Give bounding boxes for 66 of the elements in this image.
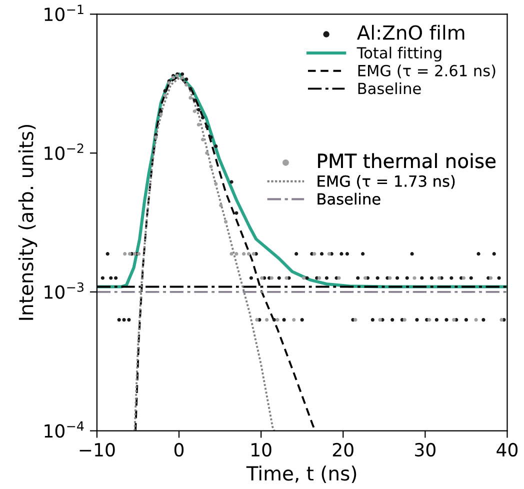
- point: [402, 318, 406, 322]
- y-tick-label: 10$^{−4}$: [44, 421, 84, 438]
- legend-label: Al:ZnO film: [357, 24, 464, 40]
- x-tick-label: 40: [496, 442, 518, 457]
- point: [270, 276, 274, 280]
- point: [327, 252, 331, 256]
- y-tick-label: 10$^{−1}$: [44, 4, 84, 22]
- legend-label: Baseline: [358, 82, 421, 94]
- y-tick-label: 10$^{−2}$: [44, 143, 84, 160]
- point: [292, 318, 296, 322]
- point: [234, 252, 238, 256]
- legend-label: Total fitting: [356, 46, 442, 62]
- point: [252, 252, 256, 256]
- legend-label: Baseline: [318, 192, 380, 205]
- x-axis-title: Time, t (ns): [246, 466, 356, 483]
- point: [128, 252, 132, 256]
- point: [123, 252, 127, 256]
- y-axis-title: Intensity (arb. units): [18, 124, 38, 320]
- legend-label: EMG (τ = 2.61 ns): [358, 64, 496, 78]
- point: [260, 276, 264, 280]
- point: [452, 318, 456, 322]
- point: [276, 318, 280, 322]
- point: [500, 318, 504, 322]
- point: [219, 204, 223, 208]
- legend-label: PMT thermal noise: [318, 153, 496, 168]
- point: [200, 138, 205, 142]
- point: [412, 276, 416, 280]
- point: [363, 276, 368, 280]
- x-tick-label: 0: [174, 442, 184, 457]
- x-tick-label: 20: [332, 442, 354, 457]
- point: [196, 122, 200, 127]
- point: [255, 318, 259, 322]
- point: [489, 276, 493, 280]
- x-tick-label: 30: [415, 442, 436, 457]
- point: [337, 276, 341, 280]
- x-tick-label: −10: [80, 442, 115, 457]
- point: [242, 252, 246, 256]
- point: [388, 276, 392, 280]
- point: [154, 135, 158, 140]
- point: [180, 76, 184, 80]
- legend-label: EMG (τ = 1.73 ns): [318, 175, 455, 189]
- point: [214, 182, 218, 186]
- point: [230, 252, 234, 256]
- point: [302, 276, 306, 280]
- point: [474, 318, 478, 322]
- point: [188, 96, 192, 100]
- point: [192, 109, 196, 114]
- point: [209, 164, 213, 168]
- point: [205, 151, 209, 155]
- point: [159, 112, 163, 116]
- point: [378, 318, 382, 322]
- point: [163, 94, 167, 98]
- point: [462, 276, 466, 280]
- point: [354, 318, 358, 322]
- point: [184, 83, 188, 87]
- y-tick-label: 10$^{−3}$: [44, 282, 84, 299]
- point: [224, 220, 228, 224]
- point: [246, 252, 251, 256]
- point: [132, 252, 136, 256]
- point: [427, 318, 432, 322]
- point: [264, 318, 269, 322]
- point: [318, 276, 322, 280]
- x-tick-label: 10: [252, 442, 272, 457]
- point: [437, 276, 441, 280]
- point: [284, 276, 288, 280]
- point: [312, 252, 316, 256]
